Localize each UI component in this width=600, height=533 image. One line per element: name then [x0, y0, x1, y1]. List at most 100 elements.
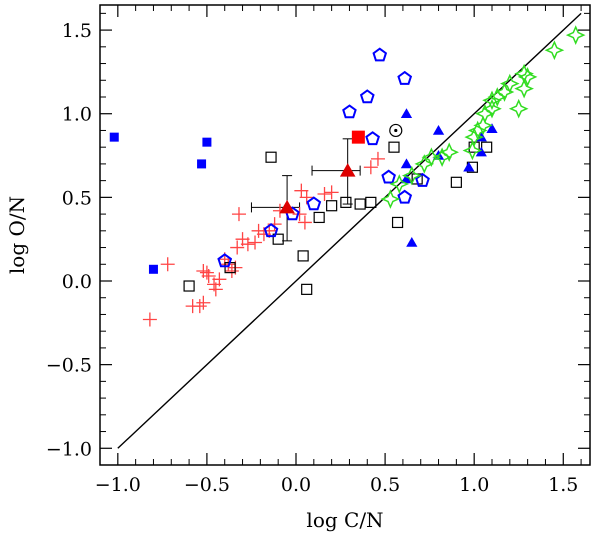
red-plus-point: [292, 207, 307, 222]
blue-filled-triangles-point: [406, 237, 418, 247]
blue-filled-squares-point: [109, 132, 119, 142]
y-axis-ticks: −1.0 −0.5 0.0 0.5 1.0 1.5: [46, 12, 590, 460]
green-open-stars-point: [473, 115, 493, 136]
plot-frame: [99, 4, 591, 466]
green-open-stars-point: [421, 147, 442, 168]
blue-filled-triangles-point: [400, 158, 413, 169]
blue-open-pentagons-point: [397, 70, 413, 85]
green-open-stars-point: [389, 174, 410, 194]
x-tick-label: 0.0: [281, 474, 311, 496]
blue-open-pentagons-point: [372, 47, 388, 62]
open-squares-point: [388, 141, 400, 153]
open-squares-point: [354, 198, 366, 210]
red-plus-point: [240, 237, 255, 252]
red-plus-point: [208, 282, 223, 297]
red-plus-point: [231, 207, 246, 222]
red-plus-point: [363, 160, 378, 175]
green-open-stars-point: [517, 67, 538, 87]
x-axis-ticks: −1.0 −0.5 0.0 0.5 1.0 1.5: [95, 5, 582, 496]
green-open-stars-point: [544, 40, 565, 61]
blue-filled-squares-point: [202, 137, 212, 147]
red-plus-point: [224, 263, 239, 278]
red-filled-triangles-point: [339, 163, 356, 177]
open-squares-point: [340, 196, 352, 208]
y-tick-label: 1.0: [62, 104, 92, 126]
red-plus-point: [256, 227, 271, 242]
red-plus-point: [201, 268, 216, 283]
open-squares-point: [297, 250, 309, 262]
green-open-stars-point: [467, 120, 488, 141]
red-filled-triangles-point: [279, 199, 295, 214]
red-plus-point: [160, 257, 175, 272]
plot-area: [99, 4, 591, 466]
sun-symbol: [389, 123, 403, 138]
green-open-stars-point: [482, 90, 502, 111]
blue-filled-triangles-point: [432, 125, 445, 135]
blue-open-pentagons-point: [342, 104, 357, 119]
red-plus-point: [297, 215, 312, 230]
red-plus-point: [370, 151, 385, 166]
red-plus-point: [212, 272, 227, 287]
open-squares-point: [183, 280, 195, 292]
green-open-stars-point: [565, 25, 586, 45]
green-open-stars-point: [482, 98, 502, 119]
red-plus-point: [199, 265, 214, 280]
red-plus-point: [192, 299, 207, 314]
blue-filled-squares-point: [148, 264, 158, 274]
blue-filled-squares-point: [197, 159, 207, 169]
red-plus-point: [142, 312, 157, 327]
x-axis-label: log C/N: [306, 508, 383, 532]
y-tick-label: 0.5: [62, 187, 92, 209]
red-filled-square-point: [351, 130, 365, 144]
open-squares-point: [365, 196, 377, 208]
blue-filled-triangles-point: [400, 108, 413, 118]
open-squares-point: [326, 200, 338, 212]
red-plus-point: [196, 295, 211, 310]
blue-filled-triangles-point: [486, 123, 498, 133]
green-open-stars-point: [462, 140, 483, 161]
blue-open-pentagons-point: [415, 172, 430, 187]
blue-open-pentagons-point: [397, 189, 413, 204]
green-open-stars-point: [380, 189, 401, 209]
blue-filled-triangles-point: [475, 146, 487, 157]
blue-open-pentagons-point: [359, 89, 375, 104]
x-tick-label: 1.5: [548, 474, 578, 496]
blue-open-pentagons-point: [365, 131, 380, 146]
red-plus-point: [294, 183, 309, 198]
sun-dot: [394, 128, 398, 133]
y-tick-label: −0.5: [46, 355, 92, 377]
open-squares-point: [265, 151, 277, 163]
x-tick-label: −0.5: [184, 474, 230, 496]
sun-circle: [389, 123, 403, 138]
blue-filled-triangles-point: [400, 173, 413, 184]
red-plus-point: [317, 187, 332, 202]
y-tick-label: 0.0: [62, 271, 92, 293]
open-squares-point: [391, 216, 404, 229]
green-open-stars-point: [439, 142, 460, 163]
green-open-stars-point: [508, 98, 529, 119]
red-plus-point: [230, 240, 245, 255]
blue-open-pentagons-point: [306, 196, 322, 211]
blue-open-pentagons-point: [381, 169, 396, 184]
y-tick-label: −1.0: [46, 438, 92, 460]
red-plus-point: [248, 235, 263, 250]
blue-open-pentagons-point: [263, 223, 279, 238]
blue-filled-triangles-point: [463, 161, 475, 172]
y-tick-label: 1.5: [62, 20, 92, 42]
x-tick-label: 1.0: [459, 474, 489, 496]
open-squares-point: [481, 141, 493, 153]
green-open-stars-point: [401, 165, 422, 186]
open-squares-point: [272, 233, 284, 245]
red-plus-point: [324, 185, 339, 200]
x-tick-label: 0.5: [370, 474, 400, 496]
green-open-stars-point: [514, 78, 534, 99]
open-squares-point: [468, 141, 480, 153]
open-squares-point: [313, 211, 325, 224]
open-squares-point: [301, 283, 313, 295]
open-squares-point: [450, 176, 462, 188]
green-open-stars-point: [414, 154, 435, 174]
blue-open-pentagons-point: [217, 253, 233, 268]
y-axis-label: log O/N: [5, 196, 29, 274]
green-open-stars-point: [499, 73, 520, 94]
